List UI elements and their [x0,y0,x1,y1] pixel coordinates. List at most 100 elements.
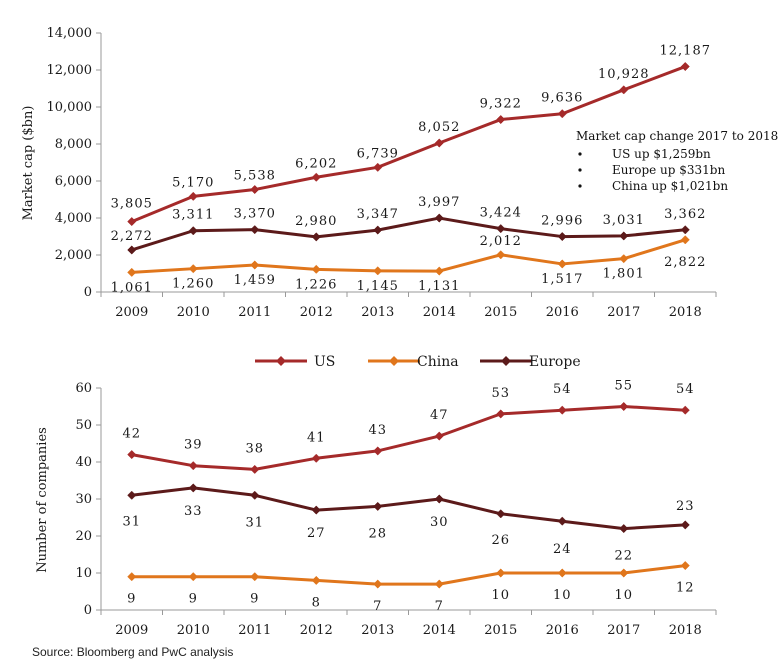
marker-europe [188,483,198,493]
legend-marker-europe [501,356,511,366]
y-tick-label: 50 [75,418,92,433]
data-label-us: 5,538 [234,169,276,184]
marker-us [680,61,690,72]
legend-label-us: US [314,354,335,370]
data-label-us: 42 [122,427,141,442]
x-tick-label: 2012 [300,305,333,320]
marker-europe [557,232,567,242]
marker-us [311,453,321,463]
x-tick-label: 2017 [607,623,640,638]
data-label-europe: 3,370 [234,207,276,222]
data-label-europe: 23 [676,499,695,514]
marker-china [250,572,260,582]
data-label-china: 12 [676,581,695,596]
x-tick-label: 2016 [546,623,579,638]
data-label-europe: 3,362 [664,207,706,222]
data-label-china: 2,012 [480,234,522,249]
marker-china [434,266,444,276]
annotation-box: Market cap change 2017 to 2018 US up $1,2… [576,129,778,193]
series-line-china [131,564,686,586]
marker-china [619,568,629,578]
data-label-europe: 31 [245,515,264,530]
marker-us [127,217,137,227]
data-label-china: 10 [491,588,510,603]
marker-europe [311,232,321,242]
marker-europe [311,505,321,515]
marker-us [496,409,506,419]
data-label-china: 1,131 [418,279,460,294]
data-label-europe: 2,996 [541,214,583,229]
data-label-us: 41 [307,430,326,445]
y-axis-label: Number of companies [35,427,50,573]
marker-china [557,568,567,578]
x-tick-label: 2014 [423,623,456,638]
data-label-us: 9,322 [480,97,522,112]
data-label-europe: 22 [614,549,633,564]
x-tick-label: 2011 [238,305,271,320]
x-tick-label: 2014 [423,305,456,320]
data-label-europe: 3,347 [357,207,399,222]
annotation-bullet [578,152,582,156]
data-label-us: 55 [614,379,633,394]
marker-europe [127,245,137,255]
marker-europe [434,494,444,504]
data-label-us: 54 [553,382,572,397]
data-label-us: 38 [245,441,264,456]
data-label-us: 43 [368,423,387,438]
y-tick-label: 0 [84,603,92,618]
marker-europe [680,520,690,530]
marker-europe [250,225,260,235]
marker-europe [619,231,629,241]
series-line-us [131,65,686,223]
data-label-china: 1,801 [603,267,645,282]
legend-label-china: China [417,354,459,370]
x-tick-label: 2009 [115,305,148,320]
x-tick-label: 2015 [484,623,517,638]
annotation-item: US up $1,259bn [612,147,711,161]
data-label-china: 1,061 [111,280,153,295]
marker-china [496,250,506,260]
series-line-europe [131,216,686,252]
data-label-us: 3,805 [111,197,153,212]
data-label-us: 8,052 [418,120,460,135]
data-label-europe: 2,272 [111,229,153,244]
marker-europe [680,225,690,235]
data-label-china: 1,260 [172,277,214,292]
marker-us [250,184,260,195]
y-tick-label: 40 [75,455,92,470]
marker-us [311,172,321,182]
x-tick-label: 2013 [361,623,394,638]
chart-2: 0 10 20 30 40 50 60 2009 2010 2011 2012 2013 2014 201… [35,379,717,638]
marker-china [127,267,137,277]
marker-us [373,446,383,456]
y-tick-label: 10,000 [47,100,93,115]
marker-us [188,461,198,471]
y-tick-label: 12,000 [47,63,93,78]
data-label-europe: 3,424 [480,206,522,221]
x-tick-label: 2010 [177,305,210,320]
data-label-us: 47 [430,408,449,423]
data-label-us: 10,928 [598,67,650,82]
legend: US China Europe [255,354,581,370]
legend-marker-china [389,356,399,366]
annotation-bullet [578,168,582,172]
marker-us [127,450,137,460]
marker-europe [373,501,383,511]
annotation-item: Europe up $331bn [612,163,725,177]
data-label-us: 6,202 [295,156,337,171]
data-label-us: 39 [184,438,203,453]
data-label-europe: 2,980 [295,214,337,229]
annotation-item: China up $1,021bn [612,179,728,193]
marker-china [373,266,383,276]
marker-china [557,259,567,269]
data-label-us: 53 [491,386,510,401]
x-tick-label: 2017 [607,305,640,320]
data-label-china: 1,517 [541,272,583,287]
marker-europe [250,490,260,500]
marker-us [619,85,629,95]
marker-us [619,401,629,412]
data-label-europe: 3,031 [603,213,645,228]
data-label-europe: 3,997 [418,195,460,210]
marker-china [311,264,321,274]
y-tick-label: 20 [75,529,92,544]
